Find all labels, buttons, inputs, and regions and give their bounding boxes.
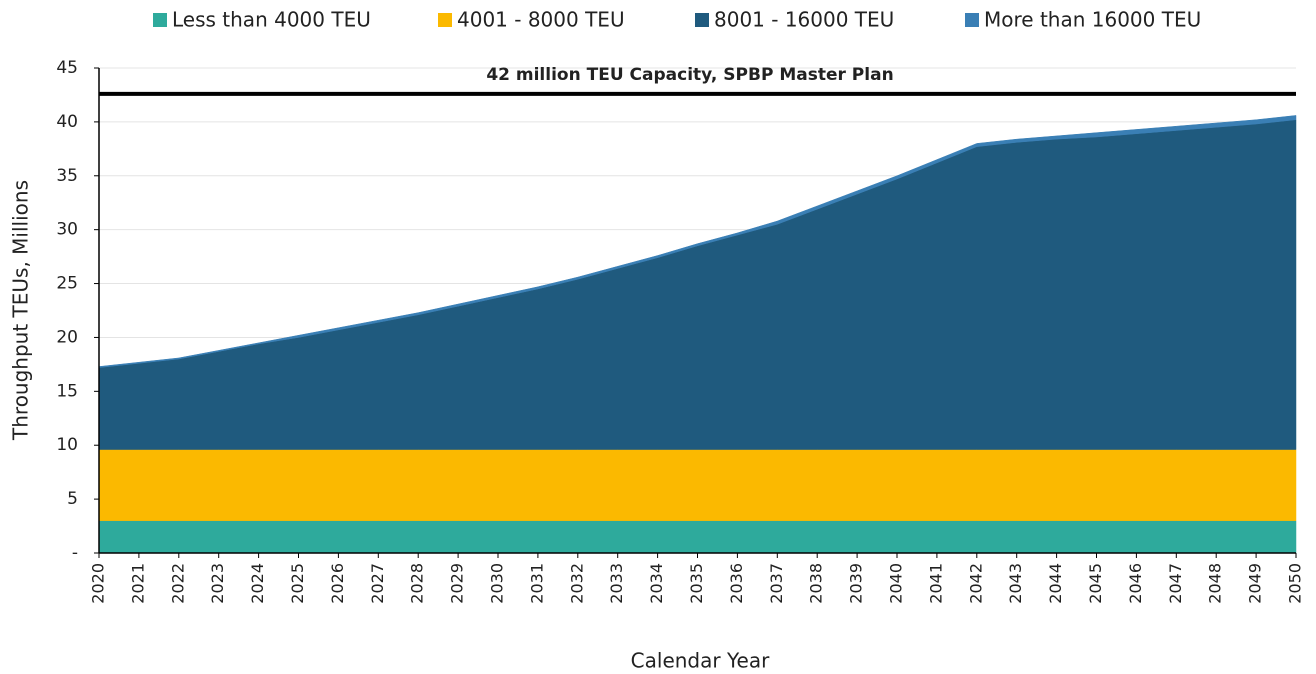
legend-swatch	[153, 13, 167, 27]
y-tick-label: 10	[56, 435, 78, 455]
x-tick-label: 2040	[887, 563, 906, 604]
x-tick-label: 2026	[328, 563, 347, 604]
legend-label: Less than 4000 TEU	[172, 8, 371, 32]
x-tick-label: 2031	[527, 563, 546, 604]
y-tick-label: 5	[67, 489, 78, 509]
y-tick-label: 35	[56, 166, 78, 186]
legend-label: 8001 - 16000 TEU	[714, 8, 894, 32]
x-tick-label: 2047	[1166, 563, 1185, 604]
y-tick-label: 40	[56, 112, 78, 132]
x-tick-label: 2034	[647, 563, 666, 604]
x-tick-label: 2020	[89, 563, 108, 604]
x-tick-label: 2039	[847, 563, 866, 604]
reference-label: 42 million TEU Capacity, SPBP Master Pla…	[486, 65, 893, 85]
x-tick-label: 2041	[926, 563, 945, 604]
x-tick-label: 2049	[1246, 563, 1265, 604]
x-tick-label: 2030	[488, 563, 507, 604]
area	[98, 119, 1297, 450]
x-tick-label: 2035	[687, 563, 706, 604]
x-tick-label: 2029	[448, 563, 467, 604]
x-tick-label: 2044	[1046, 563, 1065, 604]
x-tick-label: 2027	[368, 563, 387, 604]
x-tick-label: 2043	[1006, 563, 1025, 604]
y-tick-label: -	[72, 543, 78, 563]
x-tick-label: 2028	[408, 563, 427, 604]
y-tick-label: 30	[56, 220, 78, 240]
x-tick-label: 2037	[767, 563, 786, 604]
x-tick-label: 2032	[567, 563, 586, 604]
legend-swatch	[438, 13, 452, 27]
x-tick-label: 2033	[607, 563, 626, 604]
x-tick-label: 2036	[727, 563, 746, 604]
y-tick-label: 45	[56, 58, 78, 78]
legend-swatch	[695, 13, 709, 27]
x-tick-label: 2048	[1206, 563, 1225, 604]
x-tick-label: 2050	[1286, 563, 1305, 604]
x-tick-label: 2045	[1086, 563, 1105, 604]
x-axis-title: Calendar Year	[631, 649, 770, 673]
legend-label: More than 16000 TEU	[984, 8, 1201, 32]
y-tick-label: 25	[56, 274, 78, 294]
legend-swatch	[965, 13, 979, 27]
x-tick-label: 2021	[128, 563, 147, 604]
x-tick-label: 2042	[966, 563, 985, 604]
x-tick-label: 2024	[248, 563, 267, 604]
y-tick-label: 15	[56, 381, 78, 401]
x-tick-label: 2025	[288, 563, 307, 604]
y-axis-title: Throughput TEUs, Millions	[9, 180, 33, 441]
area	[98, 115, 1297, 368]
area	[98, 520, 1297, 554]
x-tick-label: 2046	[1126, 563, 1145, 604]
y-tick-label: 20	[56, 327, 78, 347]
area	[98, 449, 1297, 521]
x-tick-label: 2023	[208, 563, 227, 604]
x-tick-label: 2038	[807, 563, 826, 604]
legend-label: 4001 - 8000 TEU	[457, 8, 625, 32]
x-tick-label: 2022	[168, 563, 187, 604]
